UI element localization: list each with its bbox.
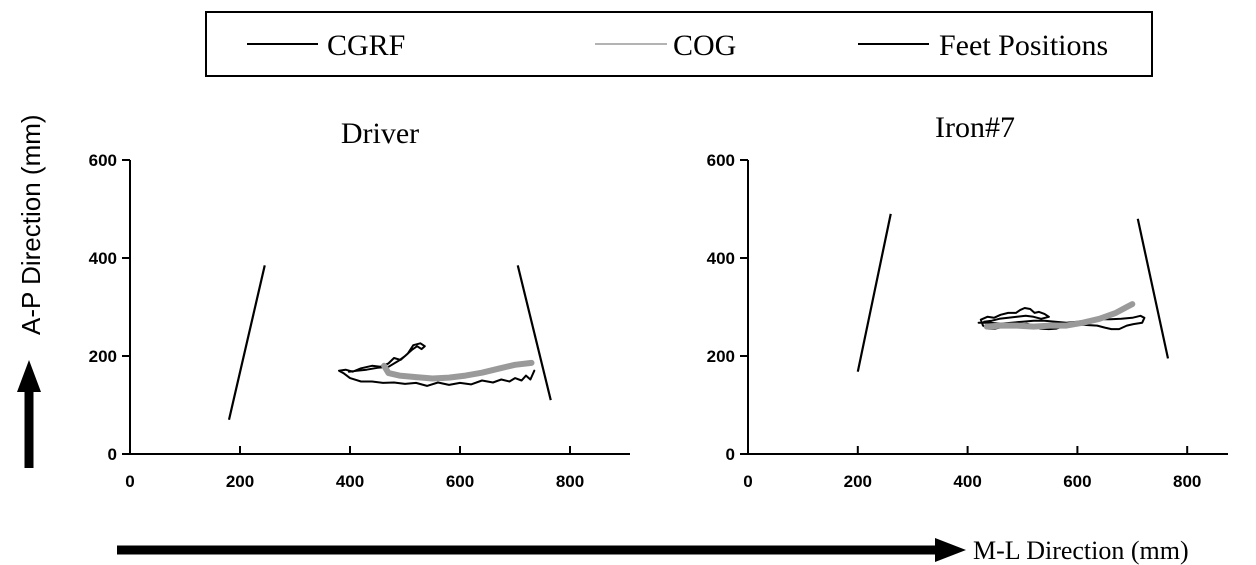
series-cgrf-c0	[338, 342, 536, 387]
series-cog-c1	[983, 301, 1136, 330]
y-tick-label-c1-0: 0	[726, 445, 735, 464]
x-tick-label-c0-0: 0	[125, 472, 134, 491]
x-tick-label-c1-4: 800	[1173, 472, 1201, 491]
y-axis-label: A-P Direction (mm)	[16, 114, 46, 335]
series-feet-positions-c1-1	[1136, 218, 1170, 359]
legend-box	[205, 11, 1153, 77]
x-axis-arrow-head	[935, 538, 966, 562]
x-tick-label-c1-1: 200	[844, 472, 872, 491]
y-tick-label-c0-3: 600	[89, 151, 117, 170]
y-tick-label-c0-0: 0	[108, 445, 117, 464]
y-tick-label-c1-3: 600	[707, 151, 735, 170]
series-feet-positions-c0-0	[227, 265, 266, 420]
chart-panel-iron7: Iron#7 0 200 400 600 0 200 400 600 800	[707, 111, 1228, 491]
x-tick-label-c0-1: 200	[226, 472, 254, 491]
chart-title-c1: Iron#7	[935, 111, 1015, 144]
x-tick-label-c1-3: 600	[1063, 472, 1091, 491]
y-axis-arrow-head	[17, 360, 41, 392]
x-axis-annotation: M-L Direction (mm)	[117, 536, 1189, 565]
series-cog-c0	[381, 359, 535, 382]
x-axis-label: M-L Direction (mm)	[973, 536, 1189, 565]
series-feet-positions-c0-1	[516, 265, 552, 401]
y-tick-label-c1-1: 200	[707, 347, 735, 366]
x-tick-label-c0-3: 600	[446, 472, 474, 491]
x-tick-label-c1-2: 400	[953, 472, 981, 491]
y-axis-annotation: A-P Direction (mm)	[16, 114, 46, 468]
x-tick-label-c0-2: 400	[336, 472, 364, 491]
chart-panel-driver: Driver 0 200 400 600 0 200 400 600 800	[89, 117, 630, 491]
y-tick-label-c0-1: 200	[89, 347, 117, 366]
x-tick-label-c1-0: 0	[743, 472, 752, 491]
legend-label-cgrf: CGRF	[327, 29, 405, 62]
x-tick-label-c0-4: 800	[556, 472, 584, 491]
y-tick-label-c0-2: 400	[89, 249, 117, 268]
legend-label-feet: Feet Positions	[939, 29, 1108, 62]
series-feet-positions-c1-0	[856, 213, 892, 372]
y-tick-label-c1-2: 400	[707, 249, 735, 268]
chart-title-c0: Driver	[341, 117, 419, 150]
legend-label-cog: COG	[673, 29, 736, 62]
legend: CGRF COG Feet Positions	[205, 11, 1153, 77]
